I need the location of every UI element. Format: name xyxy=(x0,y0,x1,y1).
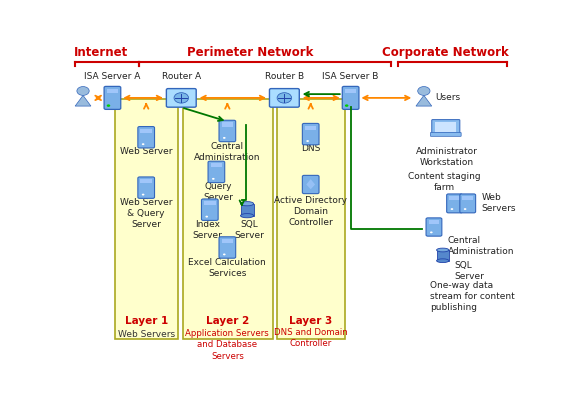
Circle shape xyxy=(223,254,226,255)
Circle shape xyxy=(345,104,349,107)
Text: Web
Servers: Web Servers xyxy=(482,193,516,213)
Text: Web Server: Web Server xyxy=(120,147,173,156)
Text: Web Server
& Query
Server: Web Server & Query Server xyxy=(120,198,173,229)
Bar xyxy=(277,99,345,339)
Ellipse shape xyxy=(436,259,449,263)
Text: SQL
Server: SQL Server xyxy=(454,261,484,281)
Circle shape xyxy=(451,208,453,210)
Text: Router A: Router A xyxy=(162,72,201,81)
Circle shape xyxy=(223,137,226,139)
Bar xyxy=(204,201,216,205)
FancyBboxPatch shape xyxy=(166,89,196,107)
Text: SQL
Server: SQL Server xyxy=(234,220,264,240)
Bar xyxy=(305,126,316,130)
FancyBboxPatch shape xyxy=(138,177,155,198)
FancyBboxPatch shape xyxy=(269,89,299,107)
Text: Layer 3: Layer 3 xyxy=(289,317,332,326)
FancyBboxPatch shape xyxy=(201,199,218,220)
FancyBboxPatch shape xyxy=(460,194,475,213)
Bar xyxy=(114,99,178,339)
Polygon shape xyxy=(75,95,91,106)
Text: Index
Server: Index Server xyxy=(192,220,222,240)
Text: Internet: Internet xyxy=(74,46,128,59)
Circle shape xyxy=(142,143,144,145)
Text: Web Servers: Web Servers xyxy=(118,330,175,339)
Bar xyxy=(107,89,118,93)
Bar xyxy=(222,239,233,243)
Text: Perimeter Network: Perimeter Network xyxy=(187,46,314,59)
Text: DNS: DNS xyxy=(301,144,320,153)
Text: DNS and Domain
Controller: DNS and Domain Controller xyxy=(274,328,348,348)
Ellipse shape xyxy=(241,213,254,218)
Text: Layer 1: Layer 1 xyxy=(125,317,168,326)
Bar xyxy=(345,89,357,93)
Text: Central
Administration: Central Administration xyxy=(194,142,260,162)
FancyBboxPatch shape xyxy=(302,124,319,145)
Bar xyxy=(183,99,273,339)
FancyBboxPatch shape xyxy=(302,175,319,193)
Text: Excel Calculation
Services: Excel Calculation Services xyxy=(188,258,266,278)
Polygon shape xyxy=(306,179,315,189)
FancyBboxPatch shape xyxy=(447,194,462,213)
Circle shape xyxy=(306,140,309,142)
Text: Active Directory
Domain
Controller: Active Directory Domain Controller xyxy=(274,196,347,227)
FancyBboxPatch shape xyxy=(104,86,121,109)
Circle shape xyxy=(142,193,144,196)
Circle shape xyxy=(277,93,291,103)
Text: ISA Server B: ISA Server B xyxy=(323,72,379,81)
Bar xyxy=(241,204,254,216)
Ellipse shape xyxy=(241,202,254,206)
Text: Corporate Network: Corporate Network xyxy=(383,46,509,59)
FancyBboxPatch shape xyxy=(219,120,235,142)
FancyBboxPatch shape xyxy=(138,126,155,148)
Circle shape xyxy=(418,87,430,95)
Text: ISA Server A: ISA Server A xyxy=(84,72,140,81)
Bar xyxy=(140,179,152,183)
Text: Content staging
farm: Content staging farm xyxy=(408,172,481,192)
Ellipse shape xyxy=(436,248,449,252)
Circle shape xyxy=(212,178,215,180)
Circle shape xyxy=(174,93,188,103)
Bar xyxy=(428,220,439,224)
Text: Router B: Router B xyxy=(265,72,304,81)
Text: Users: Users xyxy=(435,93,460,102)
Text: Query
Server: Query Server xyxy=(204,182,234,202)
Circle shape xyxy=(77,87,89,95)
Circle shape xyxy=(205,216,208,218)
Text: Application Servers
and Database
Servers: Application Servers and Database Servers xyxy=(186,329,269,361)
Circle shape xyxy=(107,104,110,107)
Text: Layer 2: Layer 2 xyxy=(205,317,249,326)
FancyBboxPatch shape xyxy=(430,133,461,136)
FancyBboxPatch shape xyxy=(219,237,235,258)
FancyBboxPatch shape xyxy=(208,161,225,182)
Bar xyxy=(211,164,222,168)
Bar xyxy=(462,196,473,200)
Polygon shape xyxy=(416,95,432,106)
FancyBboxPatch shape xyxy=(342,86,359,109)
Bar xyxy=(435,122,456,132)
Bar xyxy=(449,196,460,200)
Circle shape xyxy=(464,208,466,210)
Text: Administrator
Workstation: Administrator Workstation xyxy=(416,147,478,167)
Bar xyxy=(436,250,449,261)
Bar xyxy=(222,122,233,126)
FancyBboxPatch shape xyxy=(426,218,442,236)
Text: One-way data
stream for content
publishing: One-way data stream for content publishi… xyxy=(430,281,515,312)
Bar xyxy=(140,129,152,133)
Text: Central
Administration: Central Administration xyxy=(448,236,514,256)
Circle shape xyxy=(430,231,432,233)
FancyBboxPatch shape xyxy=(432,119,460,134)
